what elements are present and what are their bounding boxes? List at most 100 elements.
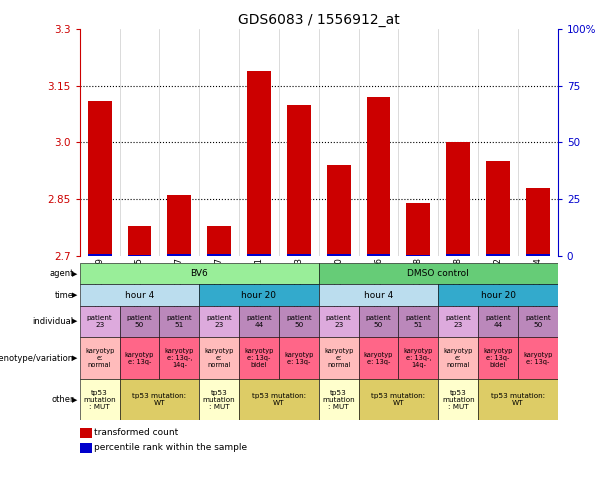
Bar	[239, 337, 279, 380]
Text: patient
51: patient 51	[166, 315, 192, 328]
Bar	[128, 226, 151, 256]
Text: ▶: ▶	[72, 355, 77, 361]
Text: transformed count: transformed count	[94, 428, 178, 437]
Text: tp53 mutation:
WT: tp53 mutation: WT	[371, 393, 425, 406]
Text: ▶: ▶	[72, 271, 77, 277]
Text: karyotyp
e: 13q-,
14q-: karyotyp e: 13q-, 14q-	[165, 348, 194, 368]
Bar	[159, 306, 199, 337]
Text: ▶: ▶	[72, 318, 77, 324]
Text: tp53 mutation:
WT: tp53 mutation: WT	[491, 393, 545, 406]
Text: karyotyp
e: 13q-
bidel: karyotyp e: 13q- bidel	[245, 348, 273, 368]
Bar	[199, 284, 319, 306]
Bar	[120, 380, 199, 420]
Bar	[199, 306, 239, 337]
Text: patient
23: patient 23	[206, 315, 232, 328]
Bar	[80, 428, 92, 438]
Text: karyotyp
e: 13q-
bidel: karyotyp e: 13q- bidel	[484, 348, 512, 368]
Bar	[398, 337, 438, 380]
Bar	[120, 337, 159, 380]
Bar	[478, 337, 518, 380]
Text: time: time	[55, 290, 74, 299]
Bar	[398, 306, 438, 337]
Text: patient
50: patient 50	[525, 315, 551, 328]
Text: patient
23: patient 23	[326, 315, 352, 328]
Text: karyotyp
e: 13q-: karyotyp e: 13q-	[125, 352, 154, 365]
Bar	[239, 380, 319, 420]
Text: patient
44: patient 44	[485, 315, 511, 328]
Text: individual: individual	[32, 317, 74, 326]
Bar	[438, 337, 478, 380]
Bar	[327, 165, 351, 256]
Text: patient
51: patient 51	[405, 315, 432, 328]
Bar	[319, 380, 359, 420]
Text: genotype/variation: genotype/variation	[0, 354, 74, 363]
Text: patient
50: patient 50	[286, 315, 312, 328]
Bar	[80, 443, 92, 453]
Bar	[279, 337, 319, 380]
Text: karyotyp
e: 13q-: karyotyp e: 13q-	[364, 352, 393, 365]
Bar	[88, 101, 112, 256]
Bar	[199, 337, 239, 380]
Text: tp53
mutation
: MUT: tp53 mutation : MUT	[442, 390, 474, 410]
Text: ▶: ▶	[72, 397, 77, 403]
Text: ▶: ▶	[72, 292, 77, 298]
Bar	[406, 203, 430, 256]
Bar	[199, 380, 239, 420]
Bar	[486, 161, 510, 256]
Text: karyotyp
e: 13q-: karyotyp e: 13q-	[524, 352, 552, 365]
Bar	[478, 306, 518, 337]
Text: karyotyp
e: 13q-,
14q-: karyotyp e: 13q-, 14q-	[404, 348, 433, 368]
Bar	[207, 255, 231, 256]
Bar	[526, 254, 550, 256]
Text: karyotyp
e:
normal: karyotyp e: normal	[85, 348, 114, 368]
Text: other: other	[51, 395, 74, 404]
Bar	[359, 306, 398, 337]
Bar	[88, 254, 112, 256]
Bar	[167, 196, 191, 256]
Bar	[319, 306, 359, 337]
Bar	[287, 254, 311, 256]
Text: hour 4: hour 4	[364, 290, 393, 299]
Bar	[279, 306, 319, 337]
Bar	[319, 284, 438, 306]
Bar	[438, 284, 558, 306]
Text: patient
23: patient 23	[86, 315, 113, 328]
Bar	[327, 254, 351, 256]
Text: hour 4: hour 4	[125, 290, 154, 299]
Bar	[80, 380, 120, 420]
Bar	[518, 306, 558, 337]
Bar	[486, 254, 510, 256]
Text: tp53
mutation
: MUT: tp53 mutation : MUT	[83, 390, 116, 410]
Bar	[359, 380, 438, 420]
Bar	[247, 71, 271, 256]
Text: karyotyp
e:
normal: karyotyp e: normal	[205, 348, 234, 368]
Bar	[526, 188, 550, 256]
Bar	[80, 284, 199, 306]
Bar	[406, 255, 430, 256]
Bar	[438, 306, 478, 337]
Text: hour 20: hour 20	[481, 290, 516, 299]
Text: patient
23: patient 23	[445, 315, 471, 328]
Text: BV6: BV6	[191, 270, 208, 278]
Bar	[446, 142, 470, 256]
Bar	[446, 254, 470, 256]
Text: karyotyp
e:
normal: karyotyp e: normal	[444, 348, 473, 368]
Text: percentile rank within the sample: percentile rank within the sample	[94, 443, 247, 453]
Bar	[359, 337, 398, 380]
Bar	[120, 306, 159, 337]
Text: agent: agent	[49, 270, 74, 278]
Bar	[159, 337, 199, 380]
Bar	[478, 380, 558, 420]
Text: tp53
mutation
: MUT: tp53 mutation : MUT	[322, 390, 355, 410]
Bar	[239, 306, 279, 337]
Text: patient
50: patient 50	[365, 315, 392, 328]
Bar	[319, 337, 359, 380]
Title: GDS6083 / 1556912_at: GDS6083 / 1556912_at	[238, 13, 400, 27]
Text: karyotyp
e:
normal: karyotyp e: normal	[324, 348, 353, 368]
Bar	[438, 380, 478, 420]
Bar	[367, 254, 390, 256]
Bar	[319, 263, 558, 284]
Bar	[128, 255, 151, 256]
Text: patient
50: patient 50	[126, 315, 153, 328]
Text: DMSO control: DMSO control	[408, 270, 469, 278]
